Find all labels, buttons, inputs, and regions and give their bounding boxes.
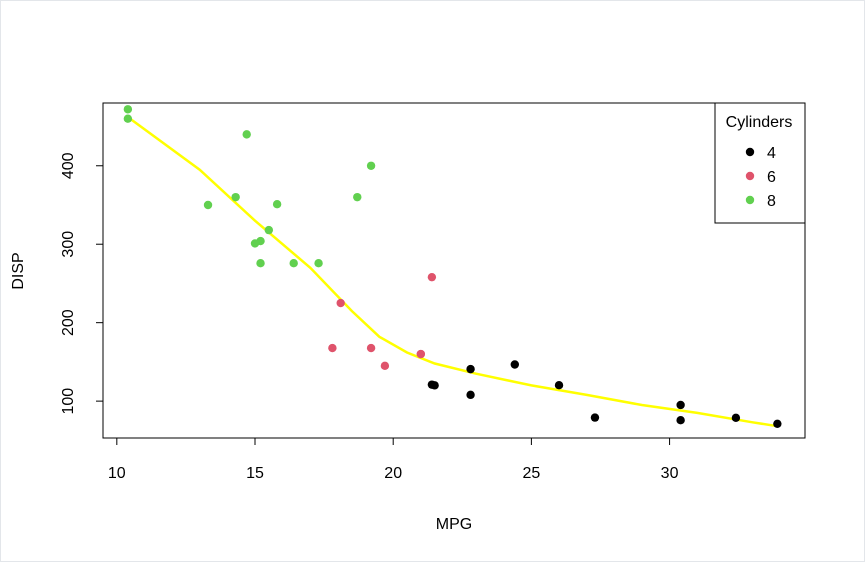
smooth-curve-layer xyxy=(127,116,778,428)
x-tick-label-20: 20 xyxy=(384,465,402,482)
legend-title: Cylinders xyxy=(726,114,793,131)
point-cyl6-4 xyxy=(366,343,376,353)
point-cyl4-10 xyxy=(427,380,437,389)
y-tick-label-300: 300 xyxy=(60,231,77,258)
point-cyl8-5 xyxy=(123,105,133,114)
point-cyl4-5 xyxy=(773,419,782,428)
legend-entries: 4 6 8 xyxy=(745,145,776,210)
legend-marker-6 xyxy=(745,171,755,181)
point-cyl6-6 xyxy=(380,361,390,371)
legend: Cylinders 4 6 8 xyxy=(714,102,806,224)
point-cyl6-5 xyxy=(328,343,337,353)
y-axis: 100 200 300 400 xyxy=(60,152,104,415)
point-cyl6-1 xyxy=(416,349,426,359)
x-tick-label-25: 25 xyxy=(522,465,540,482)
x-axis-title: MPG xyxy=(436,516,472,533)
point-cyl8-3 xyxy=(314,259,323,268)
point-cyl8-8 xyxy=(264,225,274,235)
y-tick-label-100: 100 xyxy=(60,388,77,415)
smooth-line xyxy=(127,116,778,428)
point-cyl8-10 xyxy=(203,200,213,210)
point-cyl6-2 xyxy=(427,272,437,282)
point-cyl4-8 xyxy=(554,381,564,390)
x-tick-label-10: 10 xyxy=(108,465,126,482)
point-cyl4-0 xyxy=(466,390,475,400)
point-cyl4-7 xyxy=(590,413,600,422)
point-cyl8-2 xyxy=(289,259,298,268)
point-cyl8-12 xyxy=(272,200,282,209)
legend-label-8: 8 xyxy=(767,193,776,210)
y-tick-label-400: 400 xyxy=(60,152,77,179)
legend-marker-8 xyxy=(745,195,755,205)
point-cyl4-4 xyxy=(676,415,685,425)
legend-marker-4 xyxy=(745,147,755,157)
legend-box xyxy=(714,102,806,224)
point-cyl4-2 xyxy=(466,364,475,374)
point-cyl8-4 xyxy=(256,259,265,268)
legend-label-4: 4 xyxy=(767,145,776,162)
point-cyl4-9 xyxy=(676,400,685,410)
x-tick-label-15: 15 xyxy=(246,465,264,482)
point-cyl4-3 xyxy=(731,413,741,423)
x-tick-label-30: 30 xyxy=(661,465,679,482)
point-cyl8-1 xyxy=(231,192,240,202)
point-cyl8-0 xyxy=(353,192,362,202)
point-cyl4-1 xyxy=(510,360,520,369)
point-cyl8-13 xyxy=(250,239,260,248)
points-layer xyxy=(123,105,782,428)
legend-label-6: 6 xyxy=(767,169,776,186)
point-cyl8-6 xyxy=(123,114,133,123)
x-axis: 10 15 20 25 30 xyxy=(108,437,679,482)
plot-area-border xyxy=(102,102,806,439)
point-cyl6-3 xyxy=(336,298,345,308)
point-cyl8-7 xyxy=(242,130,251,139)
y-axis-title: DISP xyxy=(10,252,27,289)
point-cyl8-11 xyxy=(366,161,376,170)
y-tick-label-200: 200 xyxy=(60,309,77,336)
